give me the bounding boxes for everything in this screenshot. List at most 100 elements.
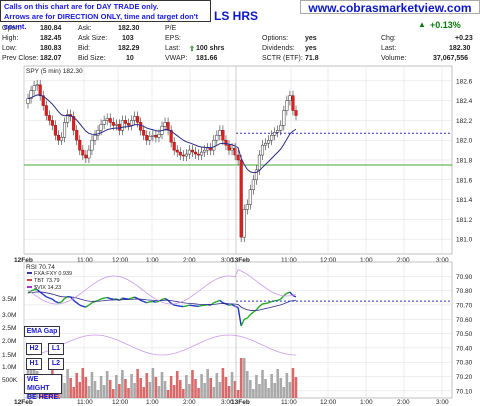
price-x-tick-label: 2:00 [397, 257, 410, 264]
volume-bar [203, 383, 206, 398]
price-x-tick-label: 12Feb [14, 257, 33, 264]
candle-body [193, 151, 198, 155]
price-y-tick-label: 181.2 [456, 217, 473, 224]
lower-price-segment [246, 314, 251, 319]
candle-body [187, 149, 191, 155]
volume-bar [200, 374, 203, 398]
price-y-tick-label: 182.0 [456, 138, 473, 145]
volume-bar [178, 380, 182, 398]
rsi-x-tick-label: 2:00 [397, 399, 410, 406]
volume-bar [145, 373, 149, 398]
lower-price-segment [198, 304, 202, 307]
price-x-tick-label: 12:00 [112, 257, 129, 264]
lower-price-segment [91, 300, 96, 304]
candle-body [120, 120, 124, 131]
lower-price-segment [186, 304, 190, 307]
lower-price-segment [167, 299, 172, 304]
volume-bar [197, 388, 200, 398]
volume-bar [121, 370, 124, 398]
candle-body [148, 136, 152, 141]
volume-bar [233, 381, 237, 398]
volume-bar [273, 383, 276, 398]
tbt-line [27, 334, 297, 356]
candle-body [245, 204, 249, 210]
price-x-tick-label: 13Feb [231, 257, 250, 264]
bidsize-label: Bid Size: [78, 55, 106, 62]
rsi-y-tick-label: 70.30 [456, 360, 473, 367]
lower-price-segment [240, 319, 245, 327]
legend-entry: $VIX 14.23 [34, 285, 61, 291]
volume-bar [90, 372, 94, 398]
candle-body [291, 95, 295, 111]
lower-price-segment [106, 296, 111, 300]
lower-price-segment [73, 299, 78, 304]
rsi-y-tick-label: 70.20 [456, 374, 473, 381]
legend-entry: TBT 73.79 [34, 278, 60, 284]
candle-body [230, 147, 234, 151]
candle-body [96, 130, 100, 136]
price-x-tick-label: 1:00 [146, 257, 159, 264]
price-x-tick-label: 3:00 [436, 257, 449, 264]
last2-value: 182.30 [449, 45, 471, 52]
volume-bar [133, 383, 136, 398]
rsi-x-tick-label: 1:00 [146, 399, 159, 406]
candle-body [172, 141, 176, 151]
volume-tick-label: 1.0M [2, 364, 16, 371]
candle-body [47, 115, 51, 121]
candle-body [239, 159, 243, 238]
price-x-tick-label: 2:00 [183, 257, 196, 264]
price-x-tick-label: 11:00 [281, 257, 297, 264]
lower-price-segment [219, 299, 224, 304]
dividends-value: yes [305, 45, 317, 52]
lower-price-segment [255, 305, 260, 311]
volume-bar [239, 358, 243, 398]
lower-price-segment [140, 299, 144, 303]
candle-body [44, 105, 48, 116]
price-x-tick-label: 12:00 [320, 257, 337, 264]
candle-body [78, 139, 82, 151]
prev-close-label: Prev Close: [2, 55, 39, 62]
asksize-label: Ask Size: [78, 35, 108, 42]
volume-bar [139, 378, 142, 398]
candle-body [260, 144, 265, 156]
candle-body [242, 209, 246, 238]
vix-line [27, 269, 297, 305]
candle-body [53, 125, 57, 136]
volume-label: Volume: [381, 55, 407, 62]
volume-bar [81, 368, 85, 398]
low-label: Low: [2, 45, 17, 52]
lower-price-segment [76, 302, 81, 306]
volume-bar [78, 382, 82, 398]
lower-price-segment [131, 296, 135, 299]
candle-body [29, 90, 33, 99]
h2-box: H2 [26, 343, 42, 355]
volume-bar [69, 378, 72, 398]
lower-price-segment [277, 298, 282, 302]
lower-price-segment [155, 300, 160, 303]
volume-bar [249, 380, 252, 398]
price-x-tick-label: 3:00 [221, 257, 234, 264]
candle-body [123, 120, 128, 124]
lower-price-segment [161, 297, 166, 301]
high-value: 182.45 [40, 35, 62, 42]
volume-bar [264, 379, 267, 398]
volume-bar [267, 388, 270, 398]
volume-bar [72, 387, 75, 398]
candle-body [136, 116, 140, 123]
volume-bar [166, 390, 170, 398]
volume-tick-label: 500K [2, 377, 18, 384]
volume-bar [282, 387, 286, 398]
candle-body [196, 153, 201, 156]
volume-bar [172, 385, 176, 398]
candle-body [59, 136, 64, 141]
candle-body [111, 122, 115, 126]
rsi-panel-title: RSI 70.74 [26, 264, 55, 271]
lower-price-segment [79, 304, 84, 307]
legend-swatch [27, 279, 32, 281]
candle-body [233, 147, 237, 156]
last2-label: Last: [381, 45, 397, 52]
price-y-tick-label: 181.0 [456, 237, 473, 244]
price-panel-title: SPY (5 min) 182.30 [26, 68, 83, 75]
candle-body [218, 130, 222, 136]
candle-body [248, 189, 252, 205]
